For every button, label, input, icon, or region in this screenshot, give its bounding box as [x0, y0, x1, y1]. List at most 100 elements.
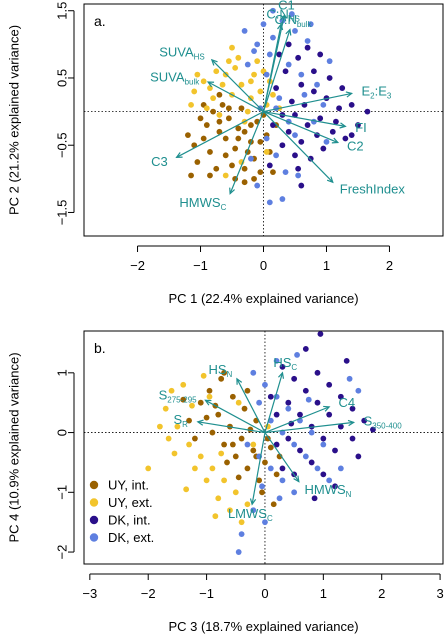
panel-a-point-dk-ext: [288, 11, 295, 17]
panel-b-x-tick-label: 2: [378, 586, 385, 601]
panel-a-loading-arrow: [263, 111, 346, 127]
panel-a-point-dk-int: [285, 128, 292, 135]
panel-b-x-tick-label: 1: [320, 586, 327, 601]
panel-b-point-uy-ext: [162, 405, 169, 412]
panel-b-point-uy-int: [203, 414, 210, 421]
panel-b-loading-arrowhead: [323, 405, 331, 412]
panel-a-point-uy-int: [216, 118, 223, 125]
panel-b-point-dk-ext: [291, 489, 298, 496]
panel-b-loading-arrowhead: [236, 377, 243, 385]
panel-b-point-uy-ext: [221, 477, 227, 484]
panel-b-point-dk-ext: [305, 396, 312, 403]
panel-a-loading-arrow: [262, 15, 285, 112]
panel-b-x-tick-label: 0: [261, 586, 268, 601]
panel-a-point-dk-ext: [292, 27, 298, 34]
panel-b-point-dk-ext: [244, 441, 251, 448]
panel-b-point-uy-ext: [218, 450, 225, 457]
panel-b-point-uy-int: [224, 459, 230, 466]
panel-a-loading-arrowhead: [210, 58, 218, 66]
panel-a-point-uy-ext: [188, 101, 194, 108]
panel-a-point-dk-int: [292, 152, 298, 159]
panel-a-point-dk-int: [317, 51, 324, 58]
panel-b-y-tick-label: 1: [54, 369, 69, 376]
panel-a-point-dk-int: [298, 81, 305, 88]
panel-a-point-uy-ext: [263, 149, 270, 155]
panel-b-point-dk-ext: [291, 441, 298, 448]
panel-a-point-uy-int: [238, 105, 245, 112]
panel-a-loading-arrow: [263, 111, 339, 144]
panel-a-x-tick-label: −1: [193, 258, 208, 273]
panel-a-loading-label: C:Nbulk: [274, 12, 312, 29]
panel-b-point-dk-int: [273, 441, 280, 448]
panel-b-point-dk-int: [343, 357, 350, 364]
panel-a-point-dk-ext: [279, 196, 286, 202]
panel-b-loading-label: S275-295: [159, 388, 198, 405]
panel-b-point-uy-ext: [212, 513, 219, 520]
legend-marker: [89, 480, 99, 490]
panel-b-point-uy-int: [267, 444, 274, 451]
panel-a-point-uy-int: [235, 125, 242, 132]
panel-b-point-uy-int: [244, 387, 251, 394]
panel-b-point-uy-int: [232, 453, 239, 460]
panel-b-point-uy-int: [209, 429, 216, 436]
panel-a-points: [185, 7, 371, 206]
legend-label: DK, int.: [108, 513, 151, 528]
panel-a-point-uy-int: [225, 115, 232, 122]
panel-a-point-dk-ext: [270, 34, 276, 41]
panel-a-point-dk-ext: [295, 172, 302, 179]
panel-b-y-tick-label: −2: [54, 545, 69, 560]
panel-a-point-dk-ext: [251, 48, 257, 54]
panel-b-point-uy-ext: [180, 381, 187, 388]
panel-a-point-uy-int: [235, 135, 242, 142]
panel-a-point-dk-ext: [314, 81, 320, 88]
panel-b-point-uy-int: [259, 489, 265, 496]
panel-a-point-dk-int: [288, 98, 295, 105]
panel-b-point-dk-int: [355, 453, 362, 460]
panel-a-loading-label: SUVAbulk: [150, 69, 200, 86]
panel-a-vectors: C:NHSC1C:NbulkSUVAHSSUVAbulkE2:E3FIC2C3F…: [150, 0, 405, 212]
panel-b-point-dk-int: [320, 435, 327, 442]
panel-a-point-dk-ext: [273, 152, 279, 159]
panel-a-point-dk-ext: [292, 132, 298, 139]
panel-b-point-uy-int: [241, 405, 248, 412]
panel-b-point-dk-ext: [256, 399, 263, 406]
panel-a-point-uy-int: [222, 152, 229, 159]
panel-a-point-uy-ext: [244, 108, 251, 115]
panel-b-point-dk-int: [349, 435, 356, 442]
panel-b-point-dk-int: [326, 411, 333, 418]
panel-a-point-uy-ext: [238, 81, 245, 88]
panel-b-loading-arrow: [236, 378, 266, 433]
panel-a-loading-arrow: [211, 59, 264, 113]
panel-a-point-dk-ext: [285, 61, 292, 68]
panel-b-point-dk-int: [314, 399, 321, 406]
panel-b-point-uy-int: [229, 441, 236, 448]
panel-a-point-uy-ext: [194, 71, 201, 78]
panel-a-loading-arrowhead: [229, 187, 235, 195]
panel-a-point-dk-int: [292, 112, 298, 118]
panel-b-loading-label: HSN: [208, 362, 232, 379]
panel-b-point-uy-int: [221, 441, 227, 448]
panel-b-point-dk-int: [314, 369, 321, 376]
panel-a-loading-arrow: [262, 29, 291, 112]
legend-marker: [89, 498, 99, 507]
panel-a-x-tick-label: 0: [260, 258, 267, 273]
panel-b-point-dk-ext: [250, 507, 257, 514]
panel-a-y-tick-label: 0.5: [54, 69, 69, 87]
panel-a-point-uy-int: [216, 128, 223, 135]
panel-b-label: b.: [94, 340, 106, 356]
panel-b-point-uy-ext: [215, 495, 222, 502]
panel-a-label: a.: [94, 13, 106, 29]
panel-a-point-uy-ext: [210, 95, 217, 102]
panel-a-point-dk-ext: [320, 101, 327, 108]
panel-a-loading-label: FI: [355, 120, 367, 135]
panel-b-point-uy-ext: [227, 507, 233, 514]
panel-b-loading-label: SR: [174, 412, 189, 429]
panel-b-point-dk-ext: [326, 477, 333, 484]
panel-b-point-dk-ext: [294, 351, 300, 358]
panel-a-point-dk-int: [364, 108, 371, 115]
panel-a-point-uy-int: [257, 138, 264, 145]
panel-a-point-dk-int: [329, 128, 336, 135]
panel-b-loading-arrowhead: [196, 419, 204, 426]
panel-a-point-dk-int: [342, 135, 349, 142]
panel-b-point-dk-ext: [267, 465, 274, 472]
